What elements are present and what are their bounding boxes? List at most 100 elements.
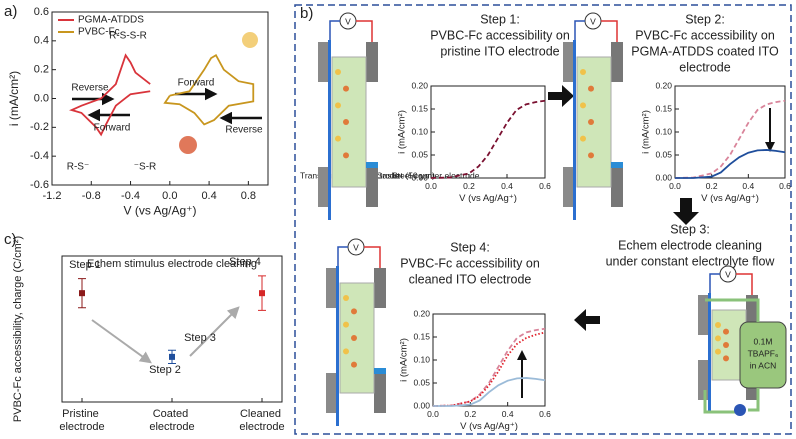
polymer [580, 102, 586, 109]
gasket [374, 268, 386, 308]
polymer [715, 348, 721, 355]
wire [709, 273, 720, 295]
polymer [343, 119, 349, 125]
point [259, 290, 265, 297]
voltmeter-label: V [353, 242, 359, 252]
gasket [366, 42, 378, 82]
annotation: Step 4 [229, 256, 261, 268]
x-axis-label: V (vs Ag/Ag⁺) [460, 421, 518, 432]
gasket [563, 167, 573, 207]
voltmeter-label: V [725, 269, 731, 279]
y-tick-label: 0.0 [34, 92, 49, 104]
y-axis-label: i (mA/cm²) [399, 338, 410, 382]
polymer [335, 102, 341, 109]
panel-label: c) [4, 231, 17, 248]
inlet [366, 162, 378, 168]
x-tick-label: 0.0 [427, 409, 439, 419]
y-axis-label: PVBC-Fc accessibility, charge (C/cm²) [12, 236, 24, 422]
y-tick-label: 0.20 [411, 80, 428, 90]
annotation: Reverse [71, 83, 109, 94]
x-tick-label: 0.0 [425, 181, 437, 191]
series-line [432, 327, 546, 407]
x-tick-label: Coated electrode [149, 408, 194, 433]
wire [329, 20, 340, 42]
gasket [318, 167, 328, 207]
x-tick-label: Pristine electrode [59, 408, 104, 433]
gasket [326, 373, 336, 413]
step2-text: Step 2: PVBC-Fc accessibility on PGMA-AT… [631, 12, 779, 74]
y-tick-label: 0.15 [413, 331, 430, 341]
particle [242, 32, 258, 48]
x-tick-label: 0.4 [502, 409, 514, 419]
bottle-label: in ACN [750, 360, 776, 370]
annotation: ⁻S-R [134, 162, 157, 173]
x-tick-label: 0.6 [539, 409, 551, 419]
gasket [318, 42, 328, 82]
polymer [343, 348, 349, 355]
series-line [430, 99, 546, 179]
x-tick-label: 0.6 [779, 181, 791, 191]
polymer [580, 135, 586, 142]
point [79, 290, 85, 297]
x-tick-label: 0.4 [201, 190, 216, 202]
step-arrow [189, 306, 240, 357]
gasket [698, 360, 708, 400]
panel-label: b) [300, 5, 313, 22]
series-line [433, 377, 546, 407]
tube [703, 388, 760, 414]
bottle [739, 321, 787, 389]
annotation: Step 1 [69, 259, 101, 271]
process-arrow [673, 198, 699, 225]
polymer [715, 335, 721, 342]
gasket [366, 167, 378, 207]
x-axis-label: V (vs Ag/Ag⁺) [123, 204, 196, 218]
x-tick-label: 0.8 [241, 190, 256, 202]
step1-text: Step 1: PVBC-Fc accessibility on pristin… [430, 12, 570, 58]
series-line [69, 53, 151, 137]
wire [736, 273, 753, 295]
y-tick-label: 0.10 [413, 354, 430, 364]
x-tick-label: Cleaned electrode [239, 408, 284, 433]
step-text: PVBC-Fc accessibility on [635, 28, 775, 42]
polymer [351, 308, 357, 315]
wire [356, 20, 373, 42]
process-arrow [548, 85, 574, 107]
series-line [674, 99, 786, 179]
polymer [343, 295, 349, 301]
inlet [611, 162, 623, 168]
gasket [698, 295, 708, 335]
wire [574, 20, 585, 42]
polymer [351, 361, 357, 368]
step3-text: Step 3: Echem electrode cleaning under c… [606, 222, 776, 268]
annotation: Forward [178, 78, 215, 89]
annotation: R-S-S-R [109, 31, 147, 42]
gasket [326, 268, 336, 308]
x-tick-label: 0.4 [742, 181, 754, 191]
y-tick-label: 0.00 [655, 172, 672, 182]
series-line [163, 54, 255, 126]
y-axis-label: i (mA/cm²) [641, 110, 652, 154]
annotation: Step 3 [184, 332, 216, 344]
plot-frame [430, 85, 546, 179]
series-line [432, 331, 546, 407]
gasket [611, 167, 623, 207]
polymer [723, 342, 729, 348]
annotation: Step 2 [149, 364, 181, 376]
gasket [611, 42, 623, 82]
polymer [588, 152, 594, 159]
particle [179, 136, 197, 154]
x-tick-label: 0.2 [464, 409, 476, 419]
tube [705, 298, 760, 322]
step-title: Step 3: [670, 222, 710, 236]
y-tick-label: -0.6 [30, 179, 49, 191]
y-axis-label: i (mA/cm²) [7, 71, 21, 126]
x-tick-label: 0.0 [669, 181, 681, 191]
y-tick-label: 0.05 [411, 149, 428, 159]
ito [708, 293, 711, 413]
polymer [588, 119, 594, 125]
voltmeter-label: V [590, 16, 596, 26]
inlet [374, 368, 386, 374]
polymer [715, 322, 721, 328]
bottle-label: TBAPF₆ [748, 348, 779, 358]
voltmeter-label: V [345, 16, 351, 26]
